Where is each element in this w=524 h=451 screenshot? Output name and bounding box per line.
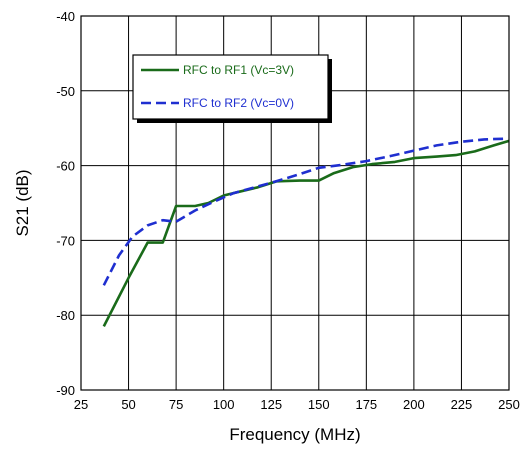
series-layer xyxy=(102,137,510,327)
legend: RFC to RF1 (Vc=3V) RFC to RF2 (Vc=0V) xyxy=(132,54,332,123)
series-line-1 xyxy=(102,139,510,327)
x-tick-label: 225 xyxy=(451,397,473,412)
legend-box xyxy=(132,54,329,120)
x-axis-title: Frequency (MHz) xyxy=(229,425,360,444)
legend-label-2: RFC to RF2 (Vc=0V) xyxy=(183,96,294,110)
x-tick-label: 125 xyxy=(260,397,282,412)
x-tick-label: 25 xyxy=(74,397,88,412)
legend-label-1: RFC to RF1 (Vc=3V) xyxy=(183,63,294,77)
plot-frame xyxy=(80,15,510,391)
x-tick-label: 250 xyxy=(498,397,520,412)
y-tick-label: -80 xyxy=(56,308,75,323)
y-axis-title: S21 (dB) xyxy=(13,169,32,236)
x-tick-label: 50 xyxy=(121,397,135,412)
x-tick-label: 100 xyxy=(213,397,235,412)
y-tick-label: -60 xyxy=(56,159,75,174)
y-tick-label: -50 xyxy=(56,84,75,99)
x-tick-label: 150 xyxy=(308,397,330,412)
series-line-2 xyxy=(102,137,506,286)
tick-labels: 25 50 75 100 125 150 175 200 225 250 -90 -80 -70 -60 -… xyxy=(56,9,520,412)
y-tick-label: -70 xyxy=(56,233,75,248)
x-tick-label: 200 xyxy=(403,397,425,412)
y-tick-label: -90 xyxy=(56,383,75,398)
y-tick-label: -40 xyxy=(56,9,75,24)
x-tick-label: 175 xyxy=(355,397,377,412)
x-tick-label: 75 xyxy=(169,397,183,412)
